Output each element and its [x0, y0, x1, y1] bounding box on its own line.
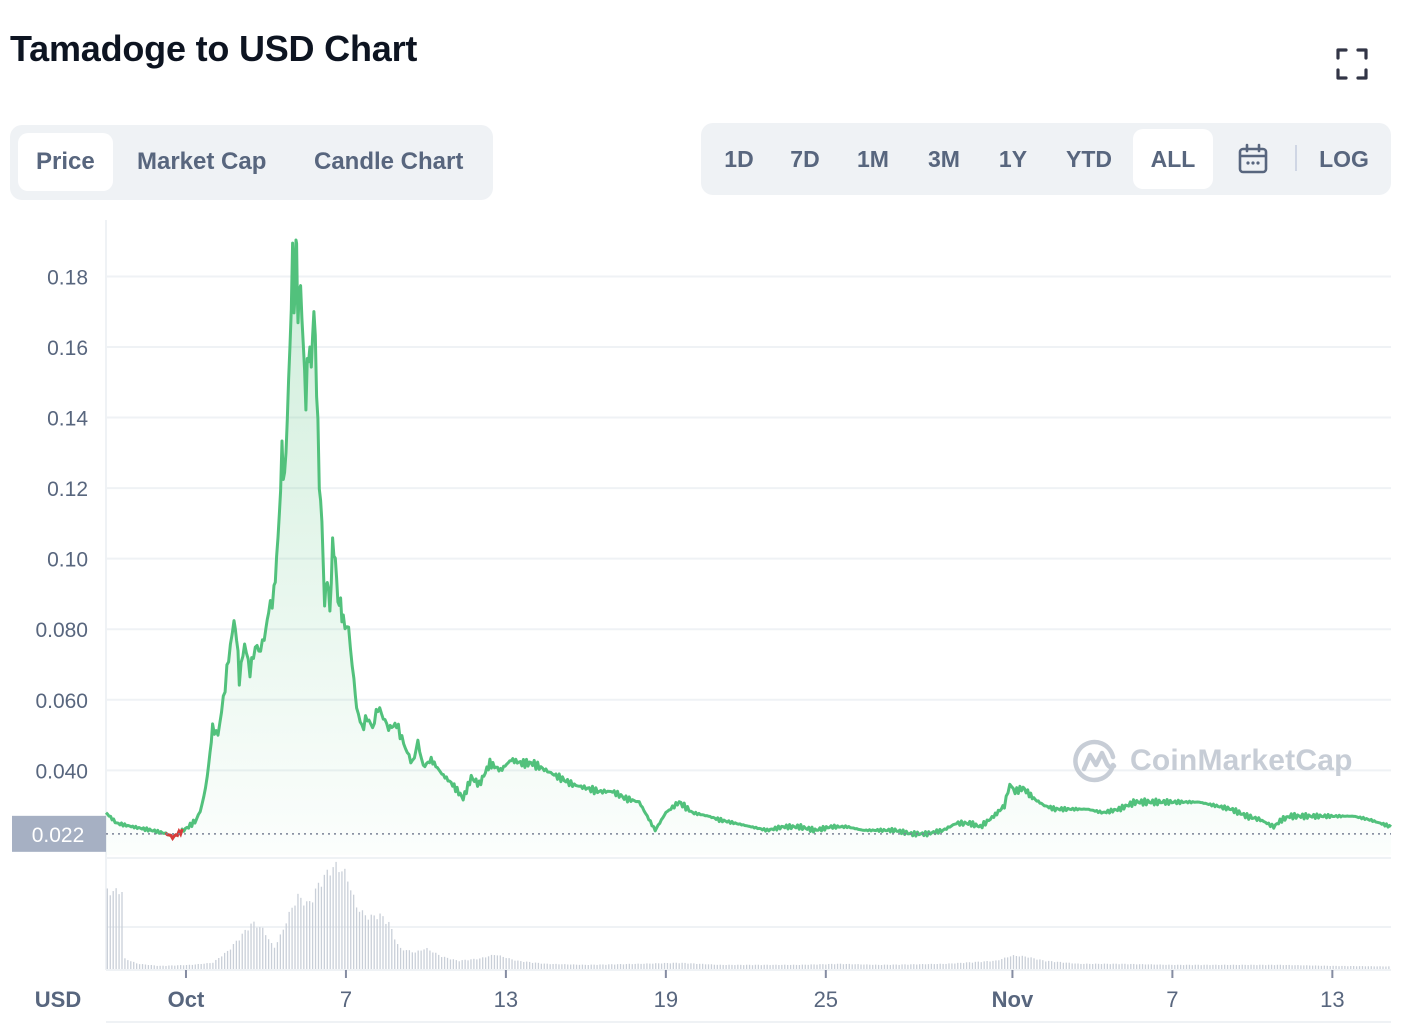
x-tick-label: 13 — [494, 987, 518, 1012]
x-tick-label: 13 — [1320, 987, 1344, 1012]
y-tick-label: 0.080 — [35, 619, 88, 642]
range-3m[interactable]: 3M — [928, 146, 960, 172]
x-tick-label: Nov — [992, 987, 1034, 1012]
currency-label: USD — [35, 987, 81, 1012]
page-title: Tamadoge to USD Chart — [10, 28, 418, 69]
tab-market-cap[interactable]: Market Cap — [137, 148, 267, 175]
x-tick-label: 19 — [654, 987, 678, 1012]
range-1y[interactable]: 1Y — [998, 146, 1028, 172]
log-scale-toggle[interactable]: LOG — [1319, 146, 1369, 172]
y-tick-label: 0.12 — [47, 478, 88, 501]
coinmarketcap-logo-icon — [1073, 739, 1117, 783]
tab-candle-chart[interactable]: Candle Chart — [314, 148, 464, 175]
range-all[interactable]: ALL — [1133, 129, 1213, 189]
range-1d[interactable]: 1D — [724, 146, 754, 172]
fullscreen-icon[interactable] — [1334, 46, 1370, 82]
x-tick-label: 7 — [1166, 987, 1178, 1012]
time-range-selector: 1D 7D 1M 3M 1Y YTD ALL LOG — [701, 123, 1391, 195]
y-tick-label: 0.060 — [35, 690, 88, 713]
x-tick-label: Oct — [168, 987, 205, 1012]
range-7d[interactable]: 7D — [790, 146, 820, 172]
coinmarketcap-watermark: CoinMarketCap — [1070, 733, 1353, 789]
y-tick-label: 0.16 — [47, 337, 88, 360]
current-price-label: 0.022 — [32, 824, 85, 847]
chart-type-tabs: Price Market Cap Candle Chart — [10, 125, 493, 200]
price-line-down-segment — [164, 827, 184, 842]
y-tick-label: 0.18 — [47, 266, 88, 289]
tab-price[interactable]: Price — [18, 133, 113, 191]
y-tick-label: 0.10 — [47, 549, 88, 572]
y-tick-label: 0.14 — [47, 408, 88, 431]
current-price-tag — [12, 815, 106, 852]
range-ytd[interactable]: YTD — [1066, 146, 1112, 172]
watermark-text: CoinMarketCap — [1130, 744, 1353, 777]
y-tick-label: 0.040 — [35, 760, 88, 783]
x-tick-label: 7 — [340, 987, 352, 1012]
x-tick-label: 25 — [814, 987, 838, 1012]
calendar-icon[interactable] — [1237, 143, 1269, 175]
toolbar-divider — [1295, 145, 1297, 171]
range-1m[interactable]: 1M — [857, 146, 889, 172]
